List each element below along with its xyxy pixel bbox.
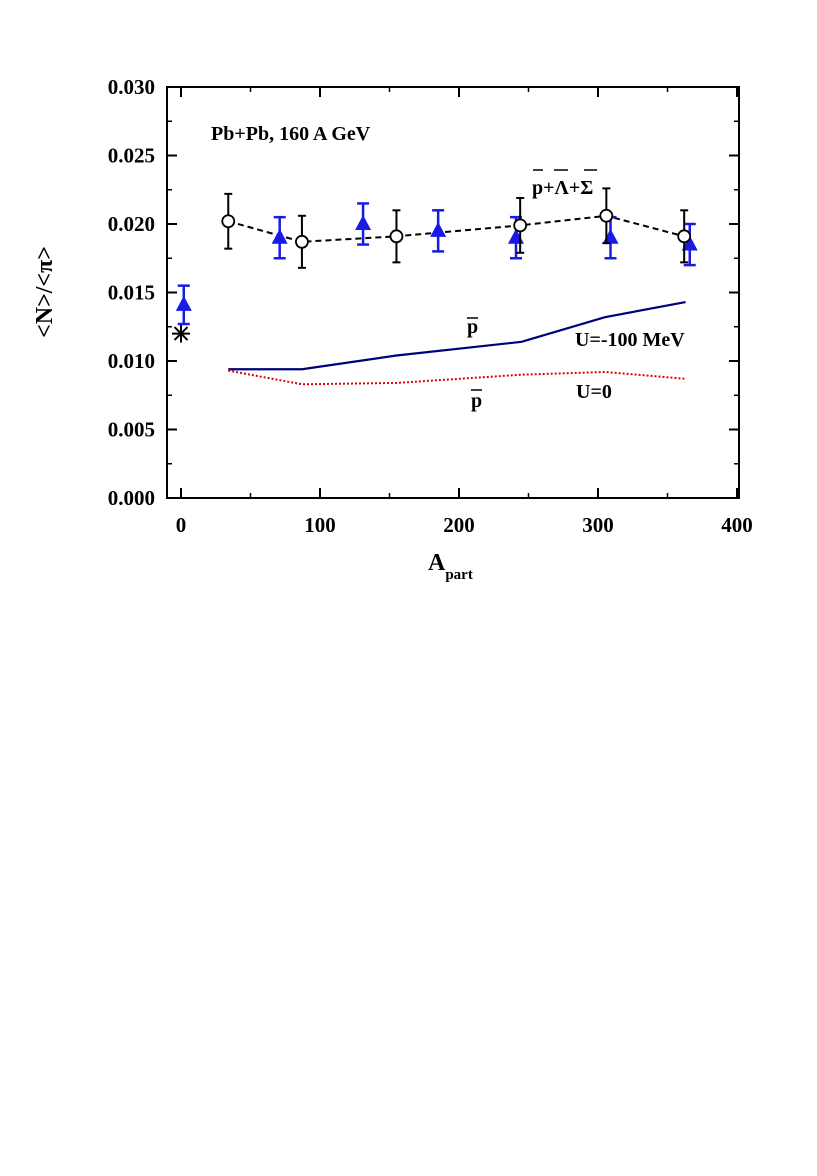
triangle-point [602, 215, 619, 260]
y-tick-labels: 0.000 0.005 0.010 0.015 0.020 0.025 0.030 [108, 75, 155, 510]
y-tick-label: 0.005 [108, 418, 155, 442]
y-tick-label: 0.020 [108, 212, 155, 236]
x-tick-label: 0 [176, 513, 187, 537]
x-tick-label: 200 [443, 513, 475, 537]
circle-point [599, 187, 614, 245]
y-tick-label: 0.000 [108, 486, 155, 510]
triangle-marker [430, 221, 447, 237]
triangle-point [430, 209, 447, 253]
circle-point [389, 209, 404, 264]
x-axis-title-main: A [428, 550, 446, 576]
label-pbar-lower: p [471, 390, 482, 412]
circle-point [513, 196, 528, 254]
x-tick-label: 300 [582, 513, 614, 537]
plot-annotation-title: Pb+Pb, 160 A GeV [211, 123, 371, 145]
circle-point [295, 214, 309, 269]
x-tick-label: 100 [304, 513, 336, 537]
y-axis-title: <N>/<π> [32, 246, 58, 338]
triangle-point [175, 284, 192, 326]
label-sum: p+Λ+Σ [532, 177, 593, 199]
triangle-point [681, 222, 698, 267]
circle-marker [599, 208, 614, 223]
circle-marker [389, 229, 404, 244]
y-tick-label: 0.015 [108, 281, 155, 305]
triangle-marker [602, 228, 619, 244]
y-tick-label: 0.010 [108, 349, 155, 373]
triangle-marker [175, 295, 192, 311]
x-tick-labels: 0 100 200 300 400 [176, 513, 753, 537]
axis-ticks [167, 86, 739, 499]
star-stroke [173, 326, 189, 341]
x-axis-title-sub: part [445, 567, 473, 583]
triangle-marker [271, 228, 288, 244]
x-tick-label: 400 [721, 513, 753, 537]
theory-line-u0 [228, 369, 686, 386]
y-tick-label: 0.030 [108, 75, 155, 99]
circle-point [677, 209, 692, 264]
circle-marker [221, 214, 236, 229]
triangle-point [355, 202, 372, 246]
x-axis-title: Apart [428, 550, 473, 583]
triangle-marker [681, 235, 698, 251]
label-u0: U=0 [576, 381, 612, 403]
circle-marker [513, 218, 528, 233]
triangle-point [271, 215, 288, 260]
circle-marker [295, 234, 309, 249]
label-u-minus-100: U=-100 MeV [575, 329, 685, 351]
circle-marker [677, 229, 692, 244]
circle-point [221, 192, 236, 250]
star-marker [172, 324, 190, 343]
theory-line-u-minus-100 [228, 301, 686, 371]
y-tick-label: 0.025 [108, 144, 155, 168]
label-pbar-upper: p [467, 316, 478, 338]
circles-dashed-line [227, 214, 685, 243]
triangle-marker [355, 215, 372, 230]
series-layer [172, 187, 698, 386]
plot-frame [166, 86, 740, 499]
